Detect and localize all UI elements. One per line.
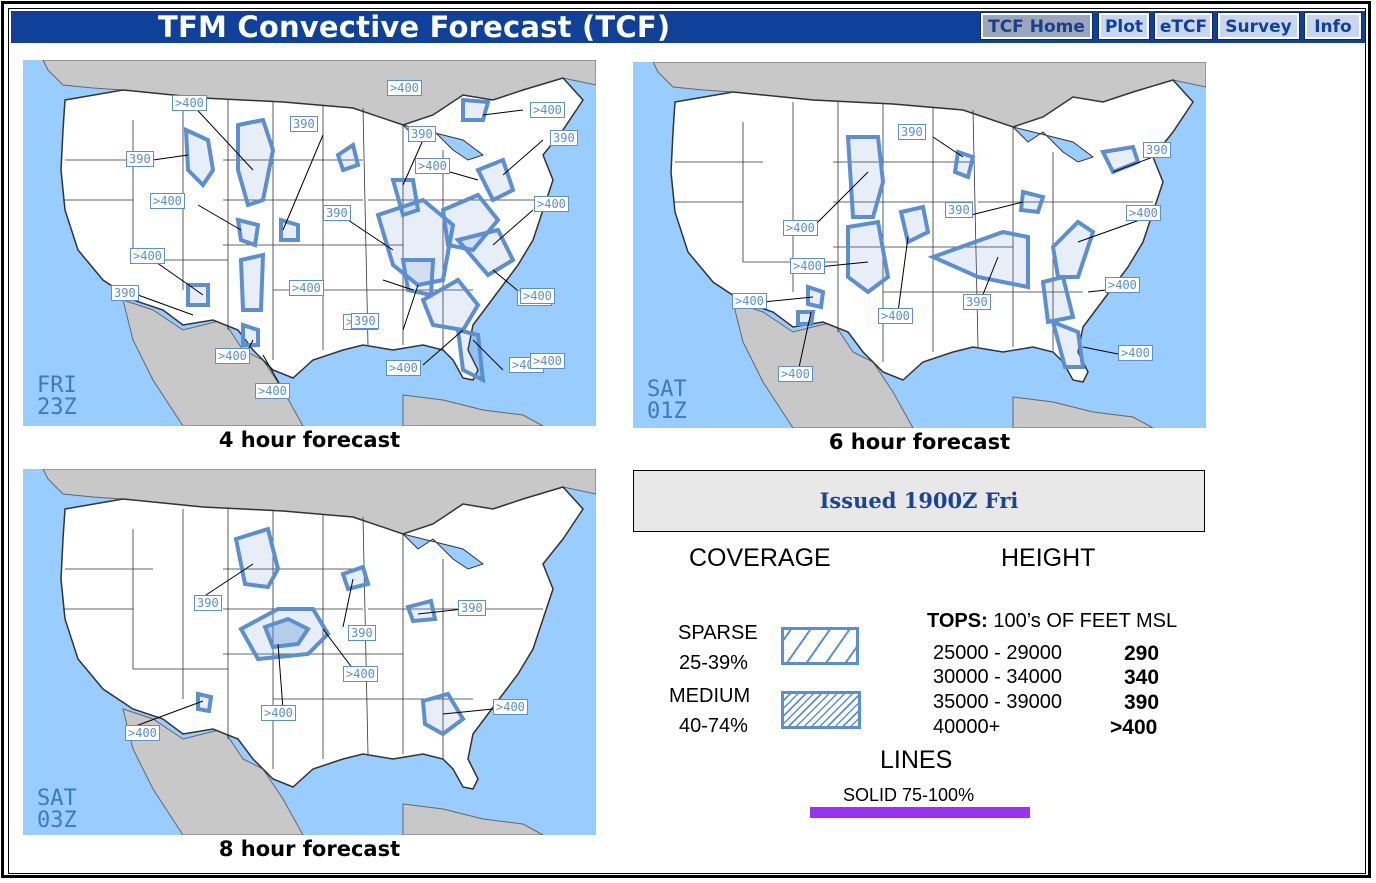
label-arrows xyxy=(137,99,544,391)
tops-label-tag: >400 xyxy=(530,102,565,118)
tops-label-tag: 390 xyxy=(1143,142,1171,158)
tops-label-tag: >400 xyxy=(387,80,422,96)
nav-etcf-button[interactable]: eTCF xyxy=(1154,12,1213,40)
tops-units: 100’s OF FEET MSL xyxy=(993,610,1178,632)
coverage-heading: COVERAGE xyxy=(689,544,831,572)
map-1-day-label: FRI xyxy=(37,373,77,398)
tops-label-tag: >400 xyxy=(520,288,555,304)
map-3-day-label: SAT xyxy=(37,786,77,811)
tops-label-tag: >400 xyxy=(732,293,767,309)
tops-label-tag: >400 xyxy=(1118,345,1153,361)
tops-label-tag: >400 xyxy=(778,366,813,382)
tops-label-tag: 390 xyxy=(194,595,222,611)
nav-tcf-home-button[interactable]: TCF Home xyxy=(980,12,1093,40)
map-3-caption: 8 hour forecast xyxy=(218,837,401,861)
solid-line-label: SOLID 75-100% xyxy=(843,785,975,805)
tops-label-tag: >400 xyxy=(783,220,818,236)
mexico-landmass xyxy=(732,301,914,428)
map-3-time-label: 03Z xyxy=(37,808,77,833)
tops-label-tag: >400 xyxy=(261,705,296,721)
cuba-landmass xyxy=(402,803,544,835)
tops-label-tag: >400 xyxy=(386,360,421,376)
height-heading: HEIGHT xyxy=(1001,544,1096,572)
tops-range-2: 30000 - 34000 xyxy=(933,666,1063,688)
tops-label-tag: 390 xyxy=(290,116,318,132)
tops-range-3: 35000 - 39000 xyxy=(933,691,1063,713)
tops-code-4: >400 xyxy=(1110,716,1158,739)
cuba-landmass xyxy=(1012,396,1154,428)
tops-label-tag: 390 xyxy=(898,124,926,140)
solid-line-swatch xyxy=(810,807,1030,818)
tops-label-tag: 390 xyxy=(408,126,436,142)
tops-label-tag: 390 xyxy=(963,294,991,310)
tops-code-2: 340 xyxy=(1124,666,1160,689)
page-title: TFM Convective Forecast (TCF) xyxy=(158,10,671,44)
map-1-time-label: 23Z xyxy=(37,395,77,420)
tops-label-tag: >400 xyxy=(530,353,565,369)
tops-label-tag: >400 xyxy=(415,158,450,174)
sparse-label: SPARSE xyxy=(678,622,758,644)
sparse-pattern-swatch xyxy=(781,627,859,665)
medium-label: MEDIUM xyxy=(669,685,751,707)
forecast-polygons xyxy=(796,135,1141,369)
tops-label-tag: >400 xyxy=(125,725,160,741)
tops-label-tag: 390 xyxy=(323,205,351,221)
tops-label-tag: >400 xyxy=(790,258,825,274)
tops-label-tag: 390 xyxy=(458,600,486,616)
tops-label-tag: >400 xyxy=(150,193,185,209)
mexico-landmass xyxy=(122,708,304,835)
tops-label: TOPS: xyxy=(927,610,988,632)
tops-label-tag: >400 xyxy=(343,666,378,682)
forecast-map-6hr: SAT 01Z 390 390 >400 390 >400 >400 >400 390 >400… xyxy=(633,62,1206,428)
tops-label-tag: >400 xyxy=(255,383,290,399)
tops-code-1: 290 xyxy=(1124,642,1160,665)
inner-frame xyxy=(8,8,1366,874)
forecast-map-4hr: FRI 23Z 390 >400 390 >400 390 >400 390 390 >400 >… xyxy=(23,60,596,426)
nav-survey-button[interactable]: Survey xyxy=(1217,12,1300,40)
map-1-caption: 4 hour forecast xyxy=(218,428,401,452)
tops-label-tag: >400 xyxy=(493,699,528,715)
tops-label-tag: >400 xyxy=(172,95,207,111)
tops-label-tag: 390 xyxy=(348,625,376,641)
map-2-time-label: 01Z xyxy=(647,399,687,424)
great-lakes xyxy=(401,533,485,570)
medium-range: 40-74% xyxy=(679,715,748,737)
nav-plot-button[interactable]: Plot xyxy=(1098,12,1150,40)
great-lakes xyxy=(1011,126,1095,163)
tops-code-3: 390 xyxy=(1124,691,1160,714)
tops-range-4: 40000+ xyxy=(933,716,1001,738)
tops-label-tag: >400 xyxy=(1105,277,1140,293)
forecast-polygons xyxy=(183,97,516,384)
tops-label-tag: 390 xyxy=(550,130,578,146)
label-arrows xyxy=(132,563,494,728)
tops-label-tag: 390 xyxy=(945,202,973,218)
tops-label-tag: >400 xyxy=(215,348,250,364)
tops-label-tag: >400 xyxy=(878,308,913,324)
tops-label-tag: 390 xyxy=(111,285,139,301)
issued-time-box: Issued 1900Z Fri xyxy=(633,470,1205,532)
medium-pattern-swatch xyxy=(781,691,861,729)
united-states-landmass xyxy=(670,79,1194,383)
tops-heading: TOPS: 100’s OF FEET MSL xyxy=(927,610,1177,633)
map-2-day-label: SAT xyxy=(647,377,687,402)
forecast-map-8hr: SAT 03Z 390 390 390 >400 >400 >400 >400 xyxy=(23,469,596,835)
cuba-landmass xyxy=(402,394,544,426)
tops-range-1: 25000 - 29000 xyxy=(933,642,1063,664)
tops-label-tag: >400 xyxy=(534,196,569,212)
map-2-caption: 6 hour forecast xyxy=(828,430,1011,454)
tops-label-tag: 390 xyxy=(351,313,379,329)
tops-label-tag: >400 xyxy=(1126,205,1161,221)
tops-label-tag: >400 xyxy=(130,248,165,264)
nav-info-button[interactable]: Info xyxy=(1304,12,1362,40)
tops-label-tag: >400 xyxy=(289,280,324,296)
lines-heading: LINES xyxy=(880,746,953,774)
state-borders xyxy=(673,102,1153,362)
tops-label-tag: 390 xyxy=(126,151,154,167)
sparse-range: 25-39% xyxy=(679,652,748,674)
